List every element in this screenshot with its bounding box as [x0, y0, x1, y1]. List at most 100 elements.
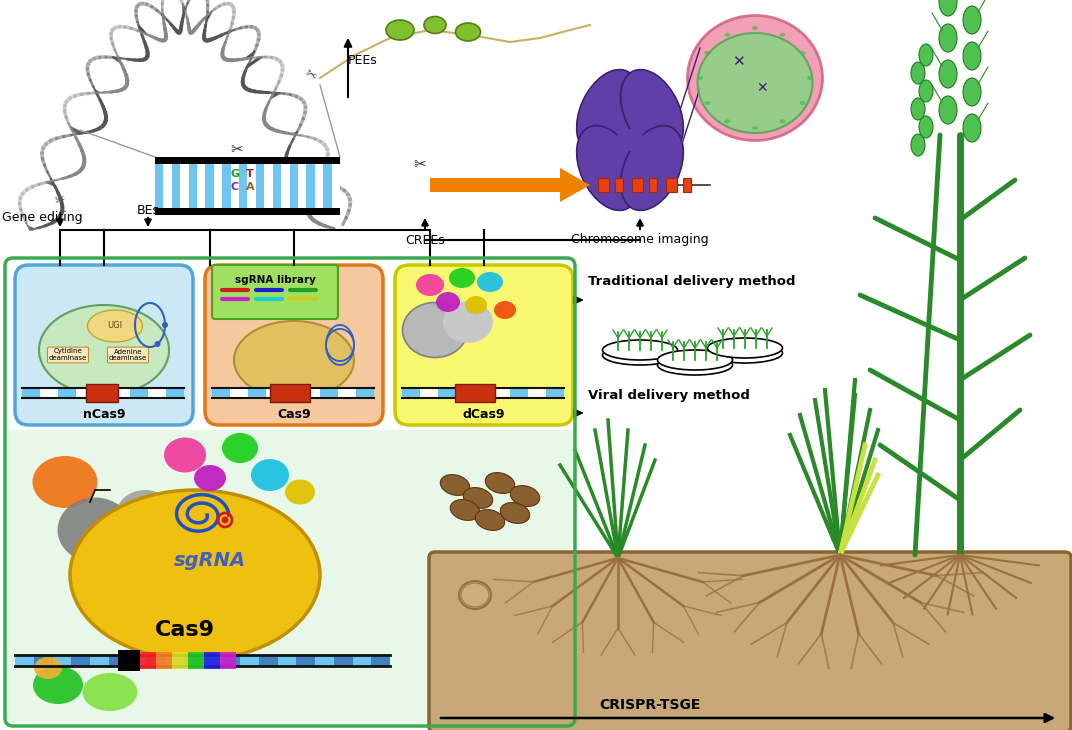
- Bar: [248, 164, 256, 208]
- Ellipse shape: [939, 24, 957, 52]
- Text: Viral delivery method: Viral delivery method: [589, 388, 750, 402]
- Bar: [90, 655, 108, 666]
- Ellipse shape: [436, 292, 460, 312]
- Bar: [71, 655, 90, 666]
- Bar: [15, 655, 33, 666]
- Bar: [230, 164, 239, 208]
- Bar: [140, 652, 157, 669]
- Ellipse shape: [83, 673, 137, 711]
- Ellipse shape: [285, 480, 315, 504]
- Bar: [239, 164, 248, 208]
- Bar: [148, 388, 166, 398]
- Ellipse shape: [725, 119, 730, 123]
- Ellipse shape: [32, 456, 98, 508]
- Text: ✂: ✂: [230, 142, 243, 158]
- Bar: [315, 655, 333, 666]
- Bar: [23, 388, 40, 398]
- Ellipse shape: [116, 490, 174, 540]
- Text: Chromosome imaging: Chromosome imaging: [571, 234, 709, 247]
- Bar: [76, 388, 94, 398]
- Bar: [172, 164, 180, 208]
- Ellipse shape: [911, 134, 925, 156]
- Text: ✕: ✕: [756, 81, 768, 95]
- Ellipse shape: [251, 459, 289, 491]
- Bar: [284, 388, 302, 398]
- Ellipse shape: [70, 490, 321, 660]
- Ellipse shape: [939, 96, 957, 124]
- Text: BEs: BEs: [136, 204, 160, 217]
- Ellipse shape: [416, 274, 444, 296]
- Ellipse shape: [963, 6, 981, 34]
- Bar: [265, 164, 272, 208]
- Bar: [456, 388, 474, 398]
- Bar: [155, 157, 340, 164]
- Bar: [206, 164, 213, 208]
- Ellipse shape: [616, 129, 644, 151]
- Ellipse shape: [939, 60, 957, 88]
- Bar: [278, 655, 296, 666]
- Ellipse shape: [963, 114, 981, 142]
- Text: G: G: [230, 169, 239, 179]
- Bar: [248, 388, 266, 398]
- Ellipse shape: [725, 33, 730, 37]
- Bar: [94, 388, 111, 398]
- Ellipse shape: [459, 581, 491, 609]
- Polygon shape: [430, 168, 590, 202]
- Bar: [258, 655, 278, 666]
- Bar: [281, 164, 289, 208]
- Bar: [108, 655, 128, 666]
- Bar: [197, 164, 206, 208]
- Ellipse shape: [475, 510, 505, 531]
- Text: nCas9: nCas9: [83, 409, 125, 421]
- Bar: [204, 652, 220, 669]
- Bar: [240, 655, 258, 666]
- Bar: [492, 388, 510, 398]
- Ellipse shape: [697, 76, 703, 80]
- Ellipse shape: [800, 51, 806, 55]
- Bar: [289, 164, 298, 208]
- Ellipse shape: [698, 33, 813, 133]
- Text: A: A: [245, 182, 254, 192]
- Bar: [528, 388, 546, 398]
- Bar: [356, 388, 374, 398]
- FancyBboxPatch shape: [394, 265, 574, 425]
- Ellipse shape: [779, 33, 786, 37]
- Bar: [213, 164, 222, 208]
- Ellipse shape: [919, 116, 933, 138]
- Bar: [323, 164, 331, 208]
- Ellipse shape: [751, 26, 758, 30]
- Bar: [111, 388, 130, 398]
- Ellipse shape: [708, 338, 783, 358]
- Text: Adenine
deaminase: Adenine deaminase: [109, 348, 147, 361]
- Text: Cytidine
deaminase: Cytidine deaminase: [49, 348, 87, 361]
- Bar: [183, 655, 203, 666]
- Ellipse shape: [88, 310, 143, 342]
- Text: ✕: ✕: [731, 55, 744, 69]
- Ellipse shape: [939, 0, 957, 16]
- Ellipse shape: [477, 272, 503, 292]
- Ellipse shape: [443, 301, 493, 343]
- Bar: [266, 388, 284, 398]
- Ellipse shape: [602, 345, 678, 365]
- Bar: [230, 388, 248, 398]
- Bar: [321, 388, 338, 398]
- Ellipse shape: [602, 340, 678, 360]
- Ellipse shape: [800, 101, 806, 105]
- Text: ✂: ✂: [54, 193, 66, 207]
- Bar: [203, 655, 221, 666]
- Text: Traditional delivery method: Traditional delivery method: [589, 275, 795, 288]
- Bar: [632, 178, 643, 192]
- Bar: [53, 655, 71, 666]
- Bar: [130, 388, 148, 398]
- Ellipse shape: [919, 44, 933, 66]
- Bar: [118, 650, 140, 671]
- Ellipse shape: [386, 20, 414, 40]
- Ellipse shape: [704, 51, 711, 55]
- Ellipse shape: [963, 78, 981, 106]
- Bar: [402, 388, 420, 398]
- Bar: [163, 164, 172, 208]
- Bar: [256, 164, 265, 208]
- Ellipse shape: [194, 465, 226, 491]
- Bar: [166, 388, 184, 398]
- Ellipse shape: [963, 42, 981, 70]
